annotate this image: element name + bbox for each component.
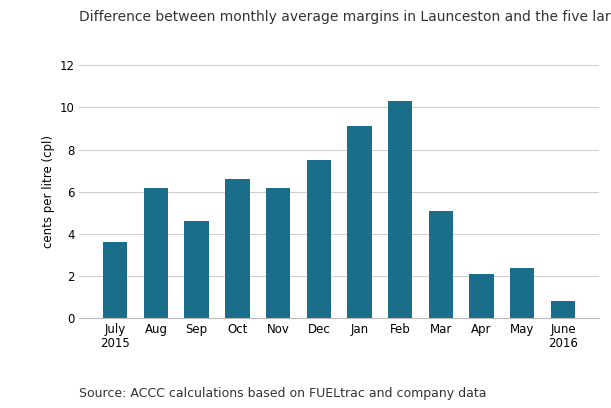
Bar (144, 188, 168, 318)
Bar (429, 211, 453, 318)
Bar (347, 126, 371, 318)
Bar (510, 268, 535, 318)
Bar (103, 242, 128, 318)
Bar (388, 101, 412, 318)
Bar (551, 302, 575, 318)
Y-axis label: cents per litre (cpl): cents per litre (cpl) (42, 135, 56, 248)
Bar (469, 274, 494, 318)
Text: Source: ACCC calculations based on FUELtrac and company data: Source: ACCC calculations based on FUELt… (79, 387, 487, 400)
Text: Difference between monthly average margins in Launceston and the five largest ci: Difference between monthly average margi… (79, 10, 611, 24)
Bar (266, 188, 290, 318)
Bar (185, 221, 209, 318)
Bar (225, 179, 249, 318)
Bar (307, 160, 331, 318)
